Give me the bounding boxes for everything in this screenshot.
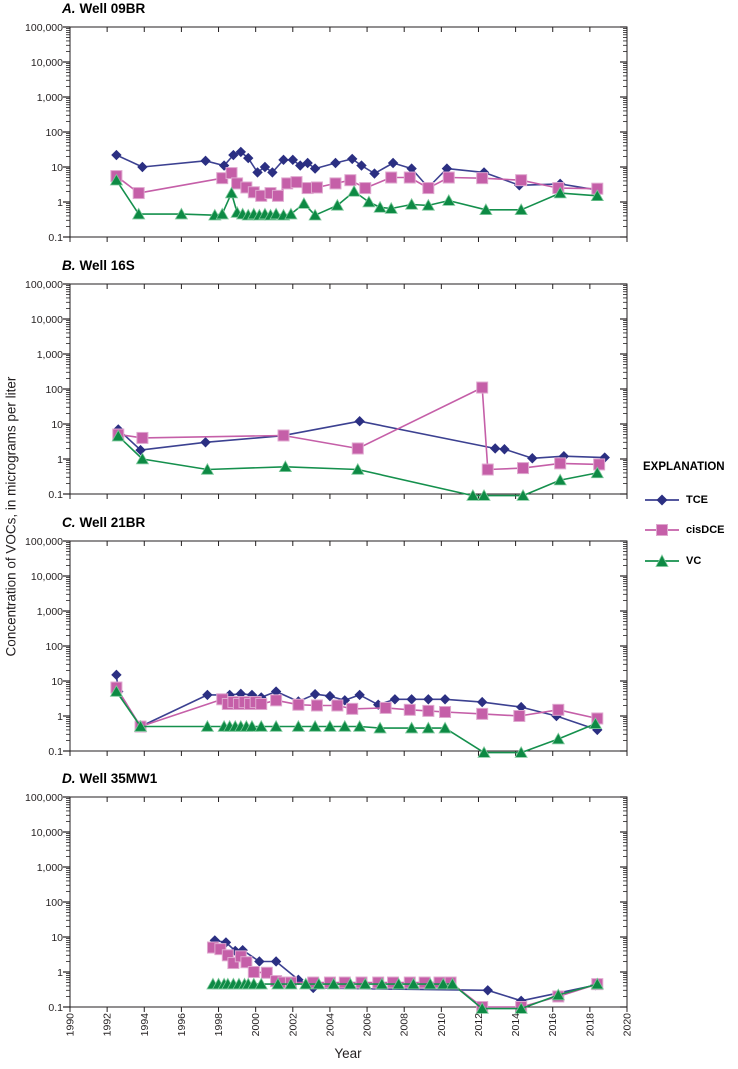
- panel-b-well-name: Well 16S: [79, 258, 135, 273]
- y-tick-label: 1,000: [37, 349, 63, 361]
- x-tick-label: 2008: [399, 1013, 411, 1037]
- y-tick-label: 1,000: [37, 606, 63, 618]
- legend-label-tce: TCE: [686, 494, 708, 506]
- panel-d-well-name: Well 35MW1: [79, 771, 158, 786]
- y-tick-label: 10,000: [31, 571, 63, 583]
- panel-b-letter: B.: [62, 258, 76, 273]
- series-vc: [206, 977, 604, 1014]
- series-vc: [109, 173, 604, 221]
- y-tick-label: 0.1: [48, 1002, 63, 1014]
- series-tce: [111, 146, 603, 196]
- y-tick-label: 1,000: [37, 862, 63, 874]
- x-tick-label: 1992: [102, 1013, 114, 1037]
- x-tick-label: 2020: [622, 1013, 634, 1037]
- y-tick-label: 100,000: [25, 536, 63, 548]
- y-tick-label: 100,000: [25, 279, 63, 291]
- panel-a-title: A. Well 09BR: [62, 1, 145, 16]
- series-cisdce: [206, 941, 604, 1013]
- panel-c-plot: 100,000 10,000 1,000 100 10 1 0.1: [25, 536, 628, 758]
- panel-a-letter: A.: [62, 1, 76, 16]
- legend-item-cisdce: cisDCE: [645, 522, 725, 538]
- y-tick-label: 10,000: [31, 827, 63, 839]
- y-tick-label: 10,000: [31, 314, 63, 326]
- y-tick-label: 100: [45, 384, 63, 396]
- y-tick-label: 0.1: [48, 232, 63, 244]
- vc-line-marker-icon: [645, 554, 679, 567]
- panel-d-plot: 100,000 10,000 1,000 100 10 1 0.1: [25, 792, 628, 1014]
- y-tick-label: 0.1: [48, 746, 63, 758]
- series-cisdce: [110, 681, 604, 733]
- y-tick-label: 10: [51, 419, 63, 431]
- series-tce: [113, 416, 610, 464]
- y-tick-label: 100: [45, 897, 63, 909]
- legend: EXPLANATION TCE cisDCE VC: [643, 461, 738, 567]
- y-tick-label: 100: [45, 127, 63, 139]
- legend-item-tce: TCE: [645, 492, 708, 508]
- x-tick-label: 1996: [176, 1013, 188, 1037]
- panel-c-well-name: Well 21BR: [79, 515, 146, 530]
- panel-a-well-name: Well 09BR: [79, 1, 146, 16]
- series-vc: [109, 684, 603, 758]
- x-tick-label: 2014: [510, 1013, 522, 1037]
- x-axis-tick-labels: 1990 1992 1994 1996 1998 2000 2002 2004 2006 2008…: [65, 1013, 634, 1037]
- x-tick-label: 1990: [65, 1013, 77, 1037]
- y-tick-label: 1,000: [37, 92, 63, 104]
- tce-line-marker-icon: [645, 494, 679, 506]
- y-tick-label: 100: [45, 641, 63, 653]
- panel-c-letter: C.: [62, 515, 76, 530]
- x-tick-label: 2006: [362, 1013, 374, 1037]
- x-tick-label: 2010: [436, 1013, 448, 1037]
- series-vc: [111, 429, 604, 501]
- legend-label-cisdce: cisDCE: [686, 524, 725, 536]
- x-tick-label: 2016: [547, 1013, 559, 1037]
- y-tick-label: 10: [51, 162, 63, 174]
- x-tick-label: 2000: [250, 1013, 262, 1037]
- y-tick-label: 1: [57, 454, 63, 466]
- panel-c-title: C. Well 21BR: [62, 515, 145, 530]
- y-tick-label: 1: [57, 197, 63, 209]
- cisdce-line-marker-icon: [645, 524, 679, 536]
- panel-d-letter: D.: [62, 771, 76, 786]
- x-tick-label: 2002: [287, 1013, 299, 1037]
- x-axis-title: Year: [334, 1046, 362, 1061]
- x-tick-label: 1994: [139, 1013, 151, 1037]
- y-tick-label: 1: [57, 711, 63, 723]
- x-tick-label: 2018: [584, 1013, 596, 1037]
- panel-b-title: B. Well 16S: [62, 258, 135, 273]
- y-tick-label: 10: [51, 932, 63, 944]
- x-tick-label: 2004: [324, 1013, 336, 1037]
- panel-b-plot: 100,000 10,000 1,000 100 10 1 0.1: [25, 279, 628, 501]
- panel-a-plot: 100,000 10,000 1,000 100 10 1 0.1: [25, 22, 628, 244]
- legend-heading: EXPLANATION: [643, 461, 725, 473]
- y-tick-label: 10,000: [31, 57, 63, 69]
- y-tick-label: 10: [51, 676, 63, 688]
- legend-label-vc: VC: [686, 555, 702, 567]
- y-tick-label: 1: [57, 967, 63, 979]
- x-tick-label: 1998: [213, 1013, 225, 1037]
- y-axis-title: Concentration of VOCs, in micrograms per…: [3, 376, 19, 657]
- panel-d-title: D. Well 35MW1: [62, 771, 157, 786]
- y-tick-label: 100,000: [25, 792, 63, 804]
- legend-item-vc: VC: [645, 553, 701, 569]
- y-tick-label: 0.1: [48, 489, 63, 501]
- x-tick-label: 2012: [473, 1013, 485, 1037]
- y-tick-label: 100,000: [25, 22, 63, 34]
